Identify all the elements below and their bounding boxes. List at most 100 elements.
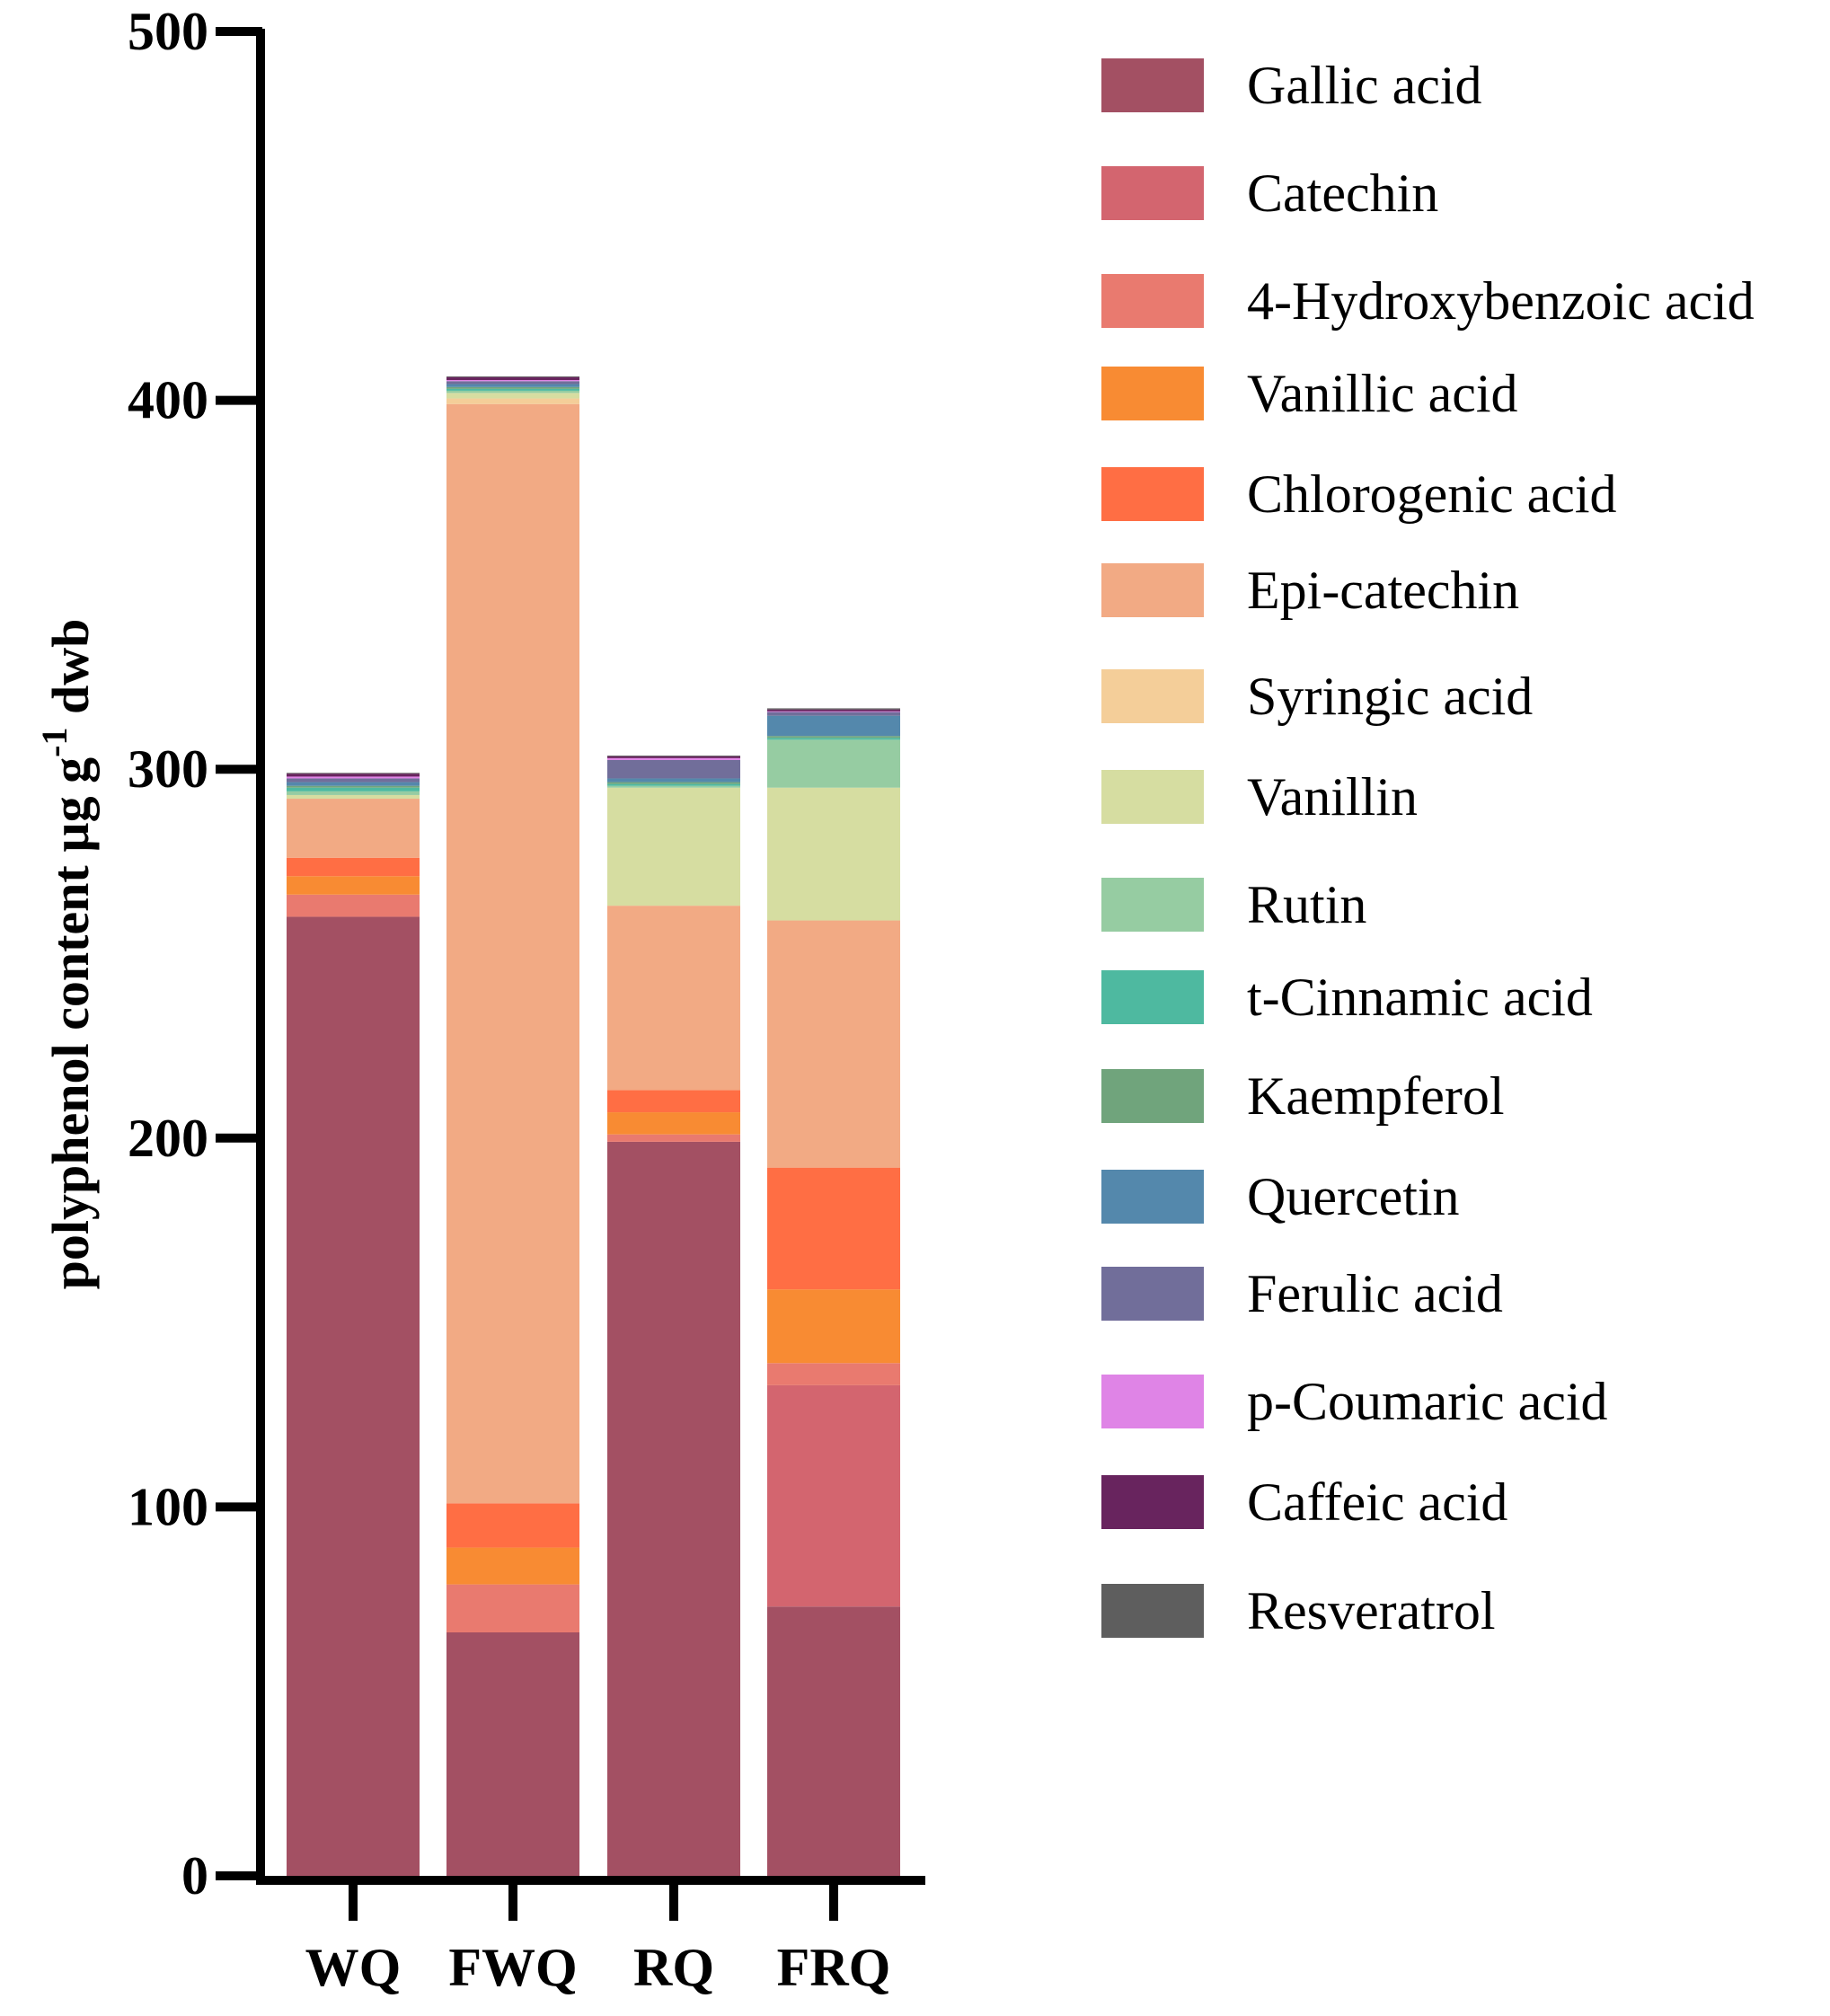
legend-label: Ferulic acid bbox=[1247, 1264, 1503, 1323]
y-tick-label: 500 bbox=[128, 2, 208, 61]
y-axis-label-suffix: dwb bbox=[41, 619, 100, 728]
bar-segment-4-hydroxybenzoic-acid bbox=[446, 1584, 579, 1633]
bar-segment-ferulic-acid bbox=[287, 778, 420, 783]
bar-segment-catechin bbox=[767, 1384, 900, 1607]
bar-segment-gallic-acid bbox=[767, 1606, 900, 1876]
bar-segment-epi-catechin bbox=[446, 403, 579, 1504]
bar-segment-resveratrol bbox=[287, 773, 420, 774]
bar-segment-vanillin bbox=[287, 794, 420, 800]
legend-swatch bbox=[1101, 1375, 1204, 1428]
bar-segment-quercetin bbox=[287, 782, 420, 786]
bar-segment-chlorogenic-acid bbox=[446, 1503, 579, 1548]
bar-segment-caffeic-acid bbox=[287, 774, 420, 777]
legend-label: Resveratrol bbox=[1247, 1581, 1496, 1640]
bar-segment-4-hydroxybenzoic-acid bbox=[767, 1363, 900, 1385]
bar-stack-wq bbox=[287, 773, 420, 1877]
legend-swatch bbox=[1101, 467, 1204, 521]
bar-segment-caffeic-acid bbox=[446, 376, 579, 381]
y-tick-label: 0 bbox=[181, 1846, 208, 1905]
bar-segment-p-coumaric-acid bbox=[446, 380, 579, 382]
bar-segment-vanillic-acid bbox=[767, 1289, 900, 1364]
bar-segment-ferulic-acid bbox=[607, 759, 740, 779]
y-ticks: 0 100 200 300 400 500 bbox=[128, 2, 262, 1905]
bar-segment-caffeic-acid bbox=[767, 709, 900, 712]
legend-swatch bbox=[1101, 878, 1204, 932]
legend-label: Chlorogenic acid bbox=[1247, 464, 1617, 524]
bar-segment-kaempferol bbox=[446, 386, 579, 389]
legend-swatch bbox=[1101, 1170, 1204, 1224]
x-tick-label: FRQ bbox=[777, 1938, 891, 1997]
legend-swatch bbox=[1101, 669, 1204, 723]
bar-segment-t-cinnamic-acid bbox=[287, 787, 420, 791]
legend-label: Rutin bbox=[1247, 875, 1366, 934]
bar-segment-t-cinnamic-acid bbox=[607, 783, 740, 786]
bar-segment-quercetin bbox=[446, 384, 579, 387]
y-axis-label-main: polyphenol content µg g bbox=[41, 757, 100, 1290]
bar-stack-rq bbox=[607, 756, 740, 1876]
y-tick-label: 200 bbox=[128, 1109, 208, 1168]
y-tick-label: 300 bbox=[128, 739, 208, 799]
bar-segment-chlorogenic-acid bbox=[607, 1090, 740, 1113]
legend-swatch bbox=[1101, 274, 1204, 328]
legend-swatch bbox=[1101, 367, 1204, 420]
x-tick-label: RQ bbox=[633, 1938, 714, 1997]
bar-segment-ferulic-acid bbox=[446, 381, 579, 385]
bar-segment-epi-catechin bbox=[287, 799, 420, 858]
y-axis-label: polyphenol content µg g-1 dwb bbox=[34, 619, 100, 1290]
legend-swatch bbox=[1101, 58, 1204, 112]
bar-segment-p-coumaric-acid bbox=[287, 776, 420, 779]
bar-segment-quercetin bbox=[767, 715, 900, 737]
legend-label: t-Cinnamic acid bbox=[1247, 968, 1593, 1027]
bar-segment-gallic-acid bbox=[607, 1141, 740, 1876]
legend-label: Epi-catechin bbox=[1247, 561, 1519, 620]
legend-label: Caffeic acid bbox=[1247, 1472, 1507, 1532]
bar-segment-epi-catechin bbox=[767, 920, 900, 1168]
bar-segment-syringic-acid bbox=[446, 398, 579, 404]
legend-label: Catechin bbox=[1247, 164, 1438, 223]
legend-swatch bbox=[1101, 1267, 1204, 1321]
bar-segment-caffeic-acid bbox=[607, 756, 740, 758]
bar-segment-vanillic-acid bbox=[287, 876, 420, 895]
x-tick-label: WQ bbox=[305, 1938, 402, 1997]
bar-segment-kaempferol bbox=[767, 736, 900, 738]
bar-segment-t-cinnamic-acid bbox=[446, 388, 579, 391]
bar-segment-rutin bbox=[287, 791, 420, 795]
legend-label: Vanillin bbox=[1247, 767, 1418, 827]
legend-label: p-Coumaric acid bbox=[1247, 1372, 1608, 1431]
bar-segment-gallic-acid bbox=[287, 916, 420, 1877]
bar-segment-resveratrol bbox=[767, 708, 900, 710]
bar-segment-ferulic-acid bbox=[767, 712, 900, 716]
bar-segment-vanillic-acid bbox=[607, 1112, 740, 1135]
bar-segment-epi-catechin bbox=[607, 906, 740, 1091]
bar-segment-chlorogenic-acid bbox=[767, 1167, 900, 1290]
bar-stack-frq bbox=[767, 708, 900, 1876]
bar-segment-vanillin bbox=[607, 787, 740, 906]
bar-segment-4-hydroxybenzoic-acid bbox=[607, 1134, 740, 1142]
bar-stack-fwq bbox=[446, 376, 579, 1876]
bar-segment-vanillic-acid bbox=[446, 1547, 579, 1585]
bar-segment-t-cinnamic-acid bbox=[767, 738, 900, 740]
bar-segment-p-coumaric-acid bbox=[607, 757, 740, 760]
bar-segment-vanillin bbox=[446, 393, 579, 399]
bars-layer bbox=[287, 376, 900, 1877]
y-tick-label: 100 bbox=[128, 1477, 208, 1536]
x-tick-label: FWQ bbox=[448, 1938, 577, 1997]
bar-segment-4-hydroxybenzoic-acid bbox=[287, 894, 420, 917]
bar-segment-kaempferol bbox=[607, 782, 740, 784]
legend-label: Syringic acid bbox=[1247, 667, 1533, 726]
legend-swatch bbox=[1101, 1069, 1204, 1123]
legend-label: 4-Hydroxybenzoic acid bbox=[1247, 271, 1755, 331]
bar-segment-vanillin bbox=[767, 787, 900, 921]
legend-label: Gallic acid bbox=[1247, 56, 1482, 115]
bar-segment-rutin bbox=[767, 739, 900, 788]
legend-label: Vanillic acid bbox=[1247, 364, 1518, 423]
legend: Gallic acid Catechin 4-Hydroxybenzoic acid… bbox=[1101, 56, 1755, 1640]
legend-label: Kaempferol bbox=[1247, 1066, 1505, 1126]
legend-swatch bbox=[1101, 1475, 1204, 1529]
bar-segment-rutin bbox=[607, 785, 740, 788]
legend-label: Quercetin bbox=[1247, 1167, 1460, 1226]
bar-segment-quercetin bbox=[607, 778, 740, 783]
x-ticks: WQ FWQ RQ FRQ bbox=[305, 1878, 891, 1997]
legend-swatch bbox=[1101, 770, 1204, 824]
